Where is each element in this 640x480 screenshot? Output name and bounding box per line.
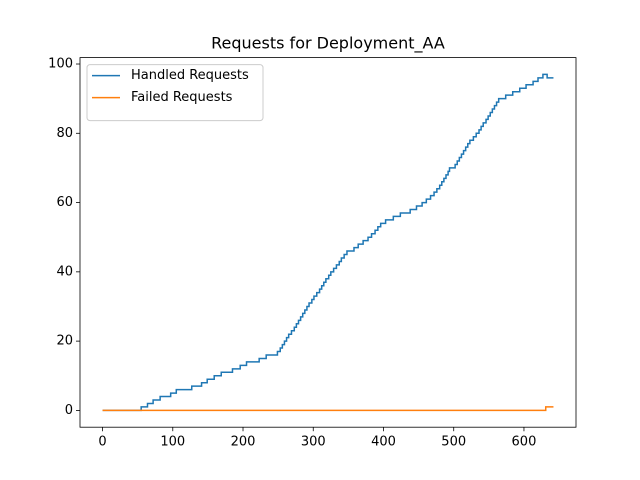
axes-frame: [79, 57, 577, 428]
legend-label: Handled Requests: [131, 68, 249, 83]
x-tick-label: 100: [160, 435, 185, 450]
y-tick-label: 60: [56, 195, 73, 210]
x-tick-label: 300: [301, 435, 326, 450]
legend-label: Failed Requests: [131, 90, 233, 105]
y-tick-label: 100: [48, 57, 73, 72]
data-line: [102, 406, 554, 412]
y-tick-label: 20: [56, 334, 73, 349]
x-tick-label: 500: [441, 435, 466, 450]
y-tick-label: 80: [56, 126, 73, 141]
y-tick-label: 40: [56, 264, 73, 279]
legend-box: [86, 64, 264, 122]
x-tick-label: 200: [231, 435, 256, 450]
data-line: [102, 73, 554, 412]
x-tick-label: 400: [371, 435, 396, 450]
x-tick-label: 600: [512, 435, 537, 450]
chart-title: Requests for Deployment_AA: [211, 34, 445, 54]
x-tick-label: 0: [98, 435, 106, 450]
y-tick-label: 0: [65, 403, 73, 418]
